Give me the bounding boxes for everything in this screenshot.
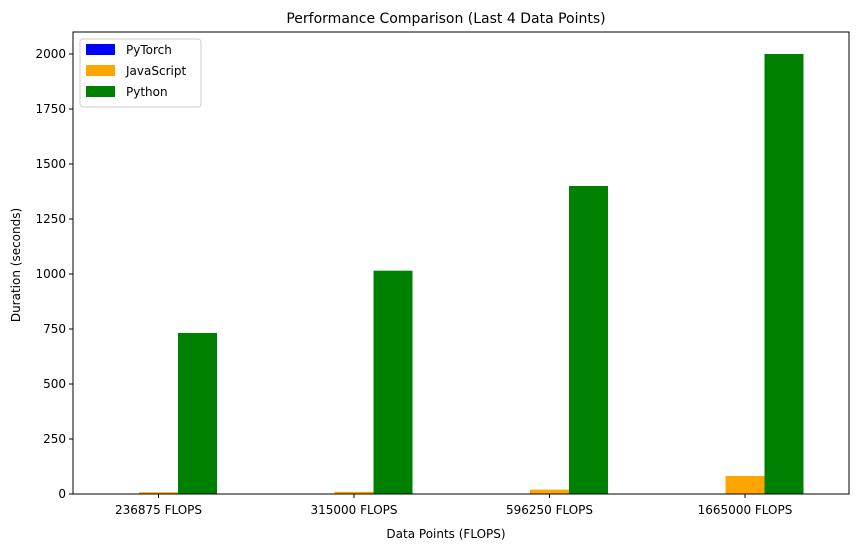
y-tick-label: 1000 bbox=[35, 267, 66, 281]
y-axis-label: Duration (seconds) bbox=[9, 208, 23, 322]
y-tick-label: 500 bbox=[43, 377, 66, 391]
legend-label-python: Python bbox=[126, 85, 168, 99]
plot-frame bbox=[72, 31, 850, 495]
x-tick-label: 1665000 FLOPS bbox=[698, 503, 793, 517]
bar-javascript-3 bbox=[725, 475, 765, 494]
bar-python-0 bbox=[178, 332, 217, 494]
bar-javascript-0 bbox=[139, 492, 178, 494]
x-tick-label: 315000 FLOPS bbox=[310, 503, 397, 517]
bars bbox=[100, 54, 804, 494]
x-tick-label: 596250 FLOPS bbox=[506, 503, 593, 517]
bar-python-2 bbox=[569, 186, 608, 494]
legend-swatch-javascript bbox=[86, 65, 115, 76]
y-tick-label: 250 bbox=[43, 432, 66, 446]
chart-title: Performance Comparison (Last 4 Data Poin… bbox=[286, 11, 605, 27]
x-tick-label: 236875 FLOPS bbox=[115, 503, 202, 517]
legend-swatch-pytorch bbox=[86, 44, 115, 55]
y-tick-label: 1750 bbox=[35, 102, 66, 116]
y-tick-label: 750 bbox=[43, 322, 66, 336]
bar-javascript-2 bbox=[530, 489, 569, 494]
legend-label-javascript: JavaScript bbox=[125, 64, 186, 78]
bar-python-1 bbox=[373, 270, 413, 494]
y-ticks: 0 250 500 750 1000 1250 1500 1750 2000 bbox=[35, 47, 73, 501]
bar-javascript-1 bbox=[334, 491, 374, 494]
bar-python-3 bbox=[764, 54, 804, 494]
legend-swatch-python bbox=[86, 86, 115, 97]
legend: PyTorch JavaScript Python bbox=[79, 38, 202, 108]
x-axis-label: Data Points (FLOPS) bbox=[386, 527, 505, 541]
x-ticks: 236875 FLOPS 315000 FLOPS 596250 FLOPS 1665… bbox=[115, 494, 792, 517]
y-tick-label: 2000 bbox=[35, 47, 66, 61]
y-tick-label: 0 bbox=[58, 487, 66, 501]
y-tick-label: 1250 bbox=[35, 212, 66, 226]
legend-label-pytorch: PyTorch bbox=[126, 43, 172, 57]
y-tick-label: 1500 bbox=[35, 157, 66, 171]
